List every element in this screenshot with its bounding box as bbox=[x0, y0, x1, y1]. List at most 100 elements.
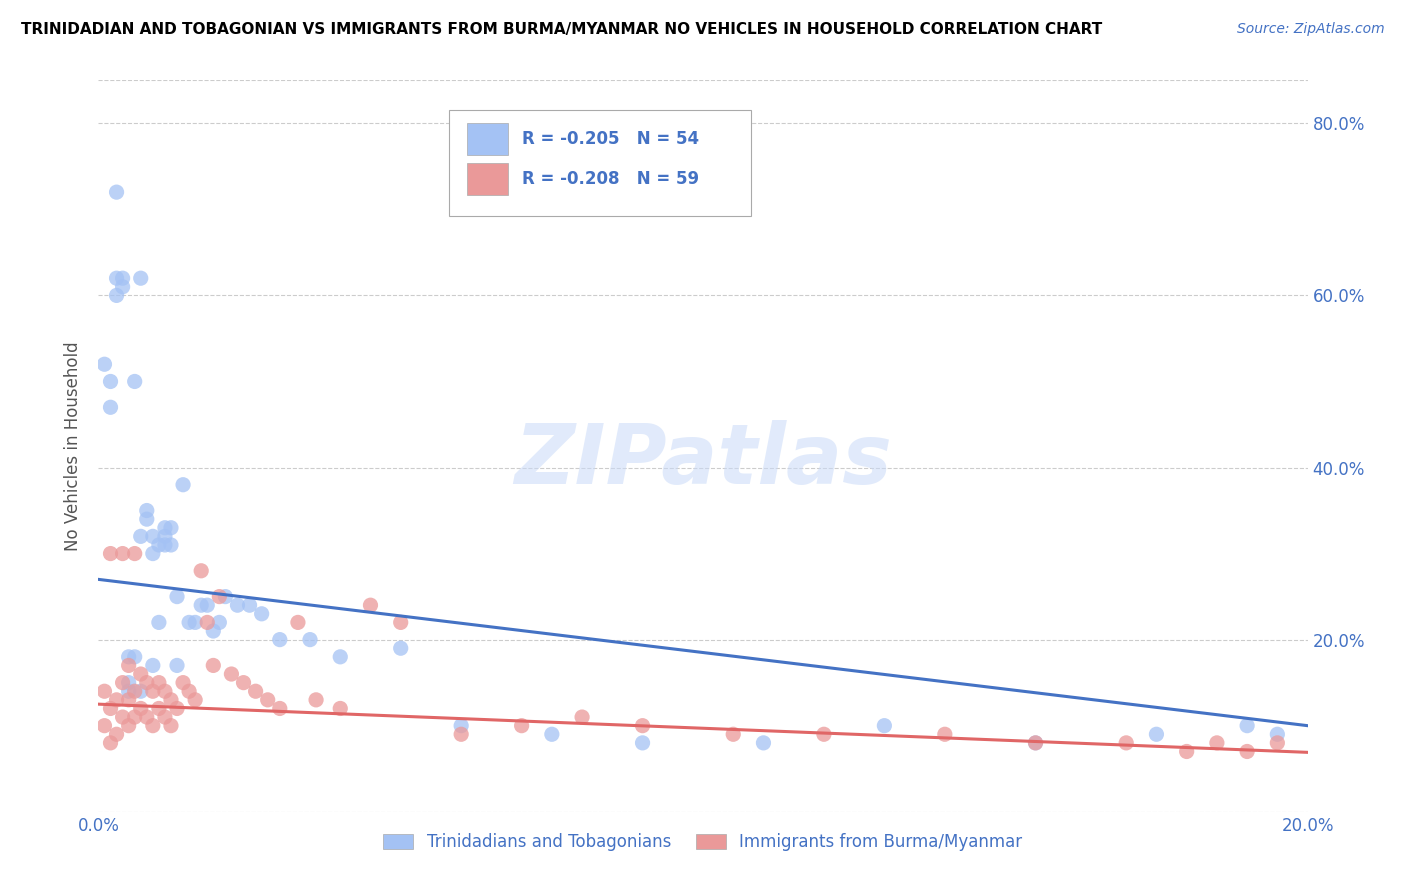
Point bbox=[148, 538, 170, 552]
Point bbox=[124, 710, 146, 724]
Point bbox=[269, 701, 291, 715]
Point bbox=[389, 615, 412, 630]
FancyBboxPatch shape bbox=[467, 163, 509, 195]
Point bbox=[142, 658, 165, 673]
Point bbox=[1024, 736, 1046, 750]
Point bbox=[1206, 736, 1229, 750]
FancyBboxPatch shape bbox=[449, 110, 751, 216]
Point bbox=[202, 658, 225, 673]
Point bbox=[160, 719, 183, 733]
Point bbox=[135, 710, 157, 724]
Point bbox=[269, 632, 291, 647]
Point bbox=[93, 684, 115, 698]
Point bbox=[135, 675, 157, 690]
Point bbox=[1144, 727, 1167, 741]
Y-axis label: No Vehicles in Household: No Vehicles in Household bbox=[65, 341, 83, 551]
Point bbox=[129, 529, 152, 543]
Point bbox=[305, 693, 328, 707]
Point bbox=[873, 719, 896, 733]
Point bbox=[129, 667, 152, 681]
Point bbox=[160, 538, 183, 552]
Point bbox=[100, 547, 122, 561]
Point bbox=[160, 521, 183, 535]
Point bbox=[389, 641, 412, 656]
Text: R = -0.208   N = 59: R = -0.208 N = 59 bbox=[522, 170, 699, 188]
Point bbox=[1236, 719, 1258, 733]
Point bbox=[360, 598, 382, 612]
Point bbox=[208, 615, 231, 630]
Text: R = -0.205   N = 54: R = -0.205 N = 54 bbox=[522, 130, 699, 148]
Point bbox=[100, 701, 122, 715]
Point bbox=[118, 675, 141, 690]
Point bbox=[166, 701, 188, 715]
Point bbox=[1236, 744, 1258, 758]
Point bbox=[118, 719, 141, 733]
Point bbox=[329, 701, 352, 715]
Point bbox=[232, 675, 254, 690]
Point bbox=[256, 693, 278, 707]
Point bbox=[135, 503, 157, 517]
Point bbox=[184, 693, 207, 707]
Point bbox=[329, 649, 352, 664]
Legend: Trinidadians and Tobagonians, Immigrants from Burma/Myanmar: Trinidadians and Tobagonians, Immigrants… bbox=[384, 833, 1022, 851]
Point bbox=[105, 185, 128, 199]
Point bbox=[166, 590, 188, 604]
Point bbox=[214, 590, 236, 604]
Point bbox=[202, 624, 225, 638]
Point bbox=[118, 649, 141, 664]
Point bbox=[179, 684, 201, 698]
Point bbox=[571, 710, 593, 724]
Point bbox=[153, 538, 176, 552]
Point bbox=[129, 271, 152, 285]
Point bbox=[172, 477, 194, 491]
Point bbox=[287, 615, 309, 630]
Point bbox=[208, 590, 231, 604]
Point bbox=[118, 693, 141, 707]
Point bbox=[111, 280, 134, 294]
Point bbox=[124, 684, 146, 698]
Point bbox=[1267, 727, 1289, 741]
Point bbox=[93, 357, 115, 371]
Point bbox=[142, 684, 165, 698]
Point bbox=[450, 727, 472, 741]
Point bbox=[166, 658, 188, 673]
Text: TRINIDADIAN AND TOBAGONIAN VS IMMIGRANTS FROM BURMA/MYANMAR NO VEHICLES IN HOUSE: TRINIDADIAN AND TOBAGONIAN VS IMMIGRANTS… bbox=[21, 22, 1102, 37]
Point bbox=[93, 719, 115, 733]
Point bbox=[111, 547, 134, 561]
Point bbox=[299, 632, 322, 647]
Point bbox=[195, 615, 218, 630]
Text: ZIPatlas: ZIPatlas bbox=[515, 420, 891, 501]
Point bbox=[129, 684, 152, 698]
Point bbox=[153, 521, 176, 535]
Point bbox=[124, 547, 146, 561]
Point bbox=[100, 375, 122, 389]
Text: Source: ZipAtlas.com: Source: ZipAtlas.com bbox=[1237, 22, 1385, 37]
Point bbox=[100, 736, 122, 750]
Point bbox=[105, 693, 128, 707]
Point bbox=[172, 675, 194, 690]
Point bbox=[1267, 736, 1289, 750]
Point bbox=[1115, 736, 1137, 750]
Point bbox=[111, 271, 134, 285]
Point bbox=[148, 615, 170, 630]
Point bbox=[105, 288, 128, 302]
Point bbox=[153, 529, 176, 543]
Point bbox=[1175, 744, 1198, 758]
Point bbox=[631, 736, 654, 750]
Point bbox=[148, 701, 170, 715]
Point bbox=[118, 658, 141, 673]
Point bbox=[934, 727, 956, 741]
Point bbox=[100, 401, 122, 415]
Point bbox=[129, 701, 152, 715]
Point bbox=[190, 598, 212, 612]
Point bbox=[105, 727, 128, 741]
Point bbox=[1024, 736, 1046, 750]
Point bbox=[184, 615, 207, 630]
Point bbox=[142, 719, 165, 733]
Point bbox=[250, 607, 273, 621]
FancyBboxPatch shape bbox=[467, 123, 509, 155]
Point bbox=[450, 719, 472, 733]
Point bbox=[510, 719, 533, 733]
Point bbox=[142, 529, 165, 543]
Point bbox=[124, 375, 146, 389]
